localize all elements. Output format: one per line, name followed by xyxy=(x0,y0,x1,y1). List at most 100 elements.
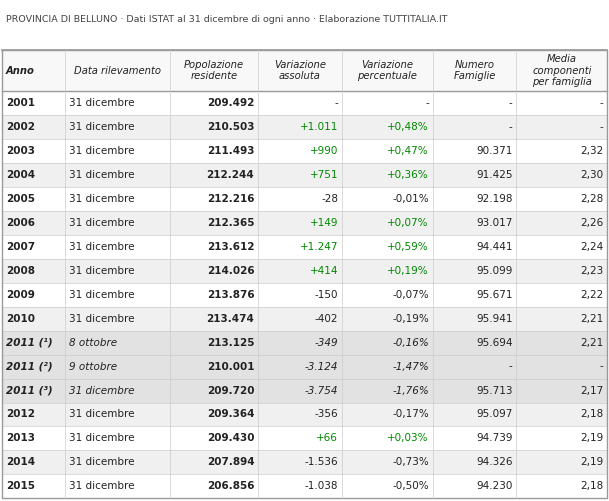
Text: 31 dicembre: 31 dicembre xyxy=(69,218,134,228)
Text: 2012: 2012 xyxy=(6,409,35,419)
Text: 210.503: 210.503 xyxy=(207,122,255,132)
Text: 2,22: 2,22 xyxy=(580,290,604,300)
Text: -: - xyxy=(509,98,513,108)
Text: +149: +149 xyxy=(309,218,338,228)
Text: 31 dicembre: 31 dicembre xyxy=(69,409,134,419)
Text: 95.097: 95.097 xyxy=(476,409,513,419)
Text: -0,01%: -0,01% xyxy=(392,194,429,204)
Text: 31 dicembre: 31 dicembre xyxy=(69,457,134,467)
Text: +990: +990 xyxy=(310,146,338,156)
Bar xyxy=(2,235,607,259)
Text: +1.247: +1.247 xyxy=(300,242,338,252)
Text: -1,76%: -1,76% xyxy=(392,386,429,395)
Text: 207.894: 207.894 xyxy=(206,457,255,467)
Text: +751: +751 xyxy=(309,170,338,180)
Bar xyxy=(2,91,607,115)
Text: -: - xyxy=(600,122,604,132)
Bar xyxy=(2,379,607,402)
Text: +414: +414 xyxy=(309,266,338,276)
Text: 2,18: 2,18 xyxy=(580,409,604,419)
Text: 2,32: 2,32 xyxy=(580,146,604,156)
Text: 31 dicembre: 31 dicembre xyxy=(69,433,134,443)
Text: -: - xyxy=(334,98,338,108)
Text: -3.754: -3.754 xyxy=(304,386,338,395)
Bar xyxy=(2,331,607,355)
Text: 2015: 2015 xyxy=(6,481,35,491)
Text: -402: -402 xyxy=(315,314,338,324)
Text: -349: -349 xyxy=(314,338,338,348)
Text: -: - xyxy=(600,98,604,108)
Text: -0,17%: -0,17% xyxy=(392,409,429,419)
Text: 212.365: 212.365 xyxy=(207,218,255,228)
Text: 2,30: 2,30 xyxy=(580,170,604,180)
Text: +0,19%: +0,19% xyxy=(387,266,429,276)
Text: 95.671: 95.671 xyxy=(476,290,513,300)
Text: Variazione
percentuale: Variazione percentuale xyxy=(357,60,417,82)
Text: 2,23: 2,23 xyxy=(580,266,604,276)
Text: Numero
Famiglie: Numero Famiglie xyxy=(453,60,496,82)
Text: 2013: 2013 xyxy=(6,433,35,443)
Text: 212.244: 212.244 xyxy=(206,170,255,180)
Text: 2,17: 2,17 xyxy=(580,386,604,395)
Bar xyxy=(2,163,607,187)
Text: -150: -150 xyxy=(315,290,338,300)
Bar xyxy=(2,50,607,91)
Bar xyxy=(2,187,607,211)
Text: 92.198: 92.198 xyxy=(476,194,513,204)
Text: 31 dicembre: 31 dicembre xyxy=(69,266,134,276)
Bar xyxy=(2,402,607,426)
Text: -0,19%: -0,19% xyxy=(392,314,429,324)
Text: -0,50%: -0,50% xyxy=(392,481,429,491)
Text: 2011 (²): 2011 (²) xyxy=(6,362,53,372)
Text: 2003: 2003 xyxy=(6,146,35,156)
Text: 209.720: 209.720 xyxy=(207,386,255,395)
Text: 211.493: 211.493 xyxy=(207,146,255,156)
Text: +0,36%: +0,36% xyxy=(387,170,429,180)
Text: 2,18: 2,18 xyxy=(580,481,604,491)
Text: 209.492: 209.492 xyxy=(207,98,255,108)
Bar xyxy=(2,259,607,283)
Text: 93.017: 93.017 xyxy=(476,218,513,228)
Text: 31 dicembre: 31 dicembre xyxy=(69,481,134,491)
Text: 94.230: 94.230 xyxy=(476,481,513,491)
Text: -0,16%: -0,16% xyxy=(392,338,429,348)
Text: -1,47%: -1,47% xyxy=(392,362,429,372)
Text: 31 dicembre: 31 dicembre xyxy=(69,98,134,108)
Text: 91.425: 91.425 xyxy=(476,170,513,180)
Text: 31 dicembre: 31 dicembre xyxy=(69,170,134,180)
Bar xyxy=(2,450,607,474)
Text: PROVINCIA DI BELLUNO · Dati ISTAT al 31 dicembre di ogni anno · Elaborazione TUT: PROVINCIA DI BELLUNO · Dati ISTAT al 31 … xyxy=(6,15,448,24)
Text: 2011 (³): 2011 (³) xyxy=(6,386,53,395)
Text: 2006: 2006 xyxy=(6,218,35,228)
Text: Media
componenti
per famiglia: Media componenti per famiglia xyxy=(532,54,592,87)
Text: Variazione
assoluta: Variazione assoluta xyxy=(274,60,326,82)
Text: +1.011: +1.011 xyxy=(300,122,338,132)
Text: 95.099: 95.099 xyxy=(476,266,513,276)
Text: 2,28: 2,28 xyxy=(580,194,604,204)
Text: 2014: 2014 xyxy=(6,457,35,467)
Text: 31 dicembre: 31 dicembre xyxy=(69,314,134,324)
Text: 2,19: 2,19 xyxy=(580,433,604,443)
Text: +0,47%: +0,47% xyxy=(387,146,429,156)
Text: -0,07%: -0,07% xyxy=(392,290,429,300)
Bar xyxy=(2,426,607,450)
Text: 31 dicembre: 31 dicembre xyxy=(69,194,134,204)
Text: 90.371: 90.371 xyxy=(476,146,513,156)
Text: -: - xyxy=(509,362,513,372)
Text: -3.124: -3.124 xyxy=(304,362,338,372)
Text: 213.474: 213.474 xyxy=(206,314,255,324)
Text: 8 ottobre: 8 ottobre xyxy=(69,338,117,348)
Text: 31 dicembre: 31 dicembre xyxy=(69,290,134,300)
Text: +0,59%: +0,59% xyxy=(387,242,429,252)
Text: Popolazione
residente: Popolazione residente xyxy=(184,60,244,82)
Text: -28: -28 xyxy=(321,194,338,204)
Text: -0,73%: -0,73% xyxy=(392,457,429,467)
Text: 31 dicembre: 31 dicembre xyxy=(69,386,134,395)
Text: 2011 (¹): 2011 (¹) xyxy=(6,338,53,348)
Text: 2,19: 2,19 xyxy=(580,457,604,467)
Text: 2,24: 2,24 xyxy=(580,242,604,252)
Bar xyxy=(2,283,607,307)
Text: 213.876: 213.876 xyxy=(206,290,255,300)
Text: 2,21: 2,21 xyxy=(580,314,604,324)
Text: 209.430: 209.430 xyxy=(207,433,255,443)
